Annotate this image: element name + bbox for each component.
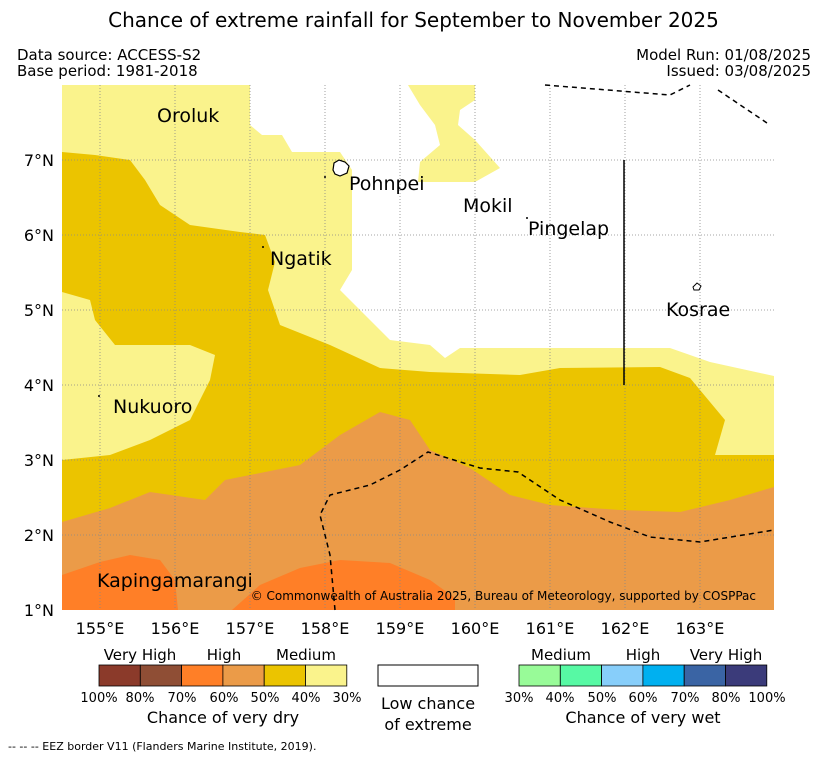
lat-tick: 2°N (24, 526, 54, 545)
lon-tick: 156°E (151, 619, 200, 638)
lon-tick: 155°E (76, 619, 125, 638)
label-mokil: Mokil (463, 195, 513, 217)
legend-wet-title: Chance of very wet (565, 708, 720, 727)
legend-dry: Very High High Medium 100% 80% 70% 60% 5… (80, 646, 361, 727)
longitude-ticks: 155°E 156°E 157°E 158°E 159°E 160°E 161°… (76, 619, 725, 638)
legend-low: Low chance of extreme (377, 664, 479, 734)
legend-dry-pct: 50% (251, 691, 280, 706)
legend-wet-swatch (683, 664, 726, 687)
lon-tick: 162°E (601, 619, 650, 638)
label-pingelap: Pingelap (528, 218, 609, 240)
label-oroluk: Oroluk (157, 105, 219, 127)
data-source: Data source: ACCESS-S2 (17, 46, 202, 64)
kosrae-island (692, 282, 702, 291)
legend-dry-percents: 100% 80% 70% 60% 50% 40% 30% (80, 691, 361, 706)
legend-dry-medium: Medium (276, 646, 336, 664)
legend-wet-high: High (626, 646, 660, 664)
legend-wet-pct: 80% (712, 691, 741, 706)
label-kapingamarangi: Kapingamarangi (97, 570, 253, 592)
lat-tick: 7°N (24, 151, 54, 170)
lon-tick: 157°E (226, 619, 275, 638)
lat-tick: 4°N (24, 376, 54, 395)
eez-note: -- -- -- EEZ border V11 (Flanders Marine… (8, 740, 317, 753)
legend-dry-swatches (98, 664, 348, 687)
legend-dry-pct: 80% (126, 691, 155, 706)
legend-dry-swatch (263, 664, 306, 687)
legend-low-swatch (377, 664, 479, 687)
legend-dry-swatch (98, 664, 141, 687)
label-pohnpei: Pohnpei (349, 173, 425, 195)
graticule (62, 85, 774, 610)
island-marker (324, 176, 326, 178)
legend-dry-pct: 40% (292, 691, 321, 706)
legend-wet-pct: 100% (748, 691, 785, 706)
source-info: Data source: ACCESS-S2 Base period: 1981… (17, 47, 201, 79)
low-chance-region (230, 85, 774, 376)
legend-wet-swatch (601, 664, 644, 687)
legend-wet: Medium High Very High 30% 40% 50% 60% 70… (505, 646, 786, 727)
legend-low-title-1: Low chance (381, 694, 475, 713)
label-ngatik: Ngatik (270, 248, 332, 270)
legend-dry-swatch (222, 664, 265, 687)
lon-tick: 163°E (676, 619, 725, 638)
lat-tick: 6°N (24, 226, 54, 245)
legend-wet-swatch (642, 664, 685, 687)
legend-dry-swatch (305, 664, 348, 687)
model-run: Model Run: 01/08/2025 (636, 46, 811, 64)
lon-tick: 161°E (526, 619, 575, 638)
probability-fill (62, 85, 774, 610)
legend-dry-pct: 70% (168, 691, 197, 706)
mokil-yellow-patch (408, 85, 500, 182)
high-dry-50-60 (62, 412, 774, 610)
map-title: Chance of extreme rainfall for September… (108, 8, 719, 32)
legend-wet-swatch (518, 664, 561, 687)
eez-border (319, 84, 775, 611)
legend-wet-pct: 30% (505, 691, 534, 706)
legend-dry-pct: 60% (210, 691, 239, 706)
latitude-ticks: 7°N 6°N 5°N 4°N 3°N 2°N 1°N (24, 151, 54, 620)
run-info: Model Run: 01/08/2025 Issued: 03/08/2025 (636, 47, 811, 79)
ngatik-marker (262, 246, 264, 248)
label-nukuoro: Nukuoro (113, 396, 192, 418)
legend-wet-swatches (518, 664, 768, 687)
legend-wet-veryhigh: Very High (690, 646, 763, 664)
lat-tick: 5°N (24, 301, 54, 320)
legend-wet-medium: Medium (531, 646, 591, 664)
copyright-notice: © Commonwealth of Australia 2025, Bureau… (251, 589, 756, 603)
legend-wet-pct: 40% (546, 691, 575, 706)
lat-tick: 1°N (24, 601, 54, 620)
high-dry-60-70-west (62, 555, 178, 610)
pohnpei-island (332, 159, 350, 177)
legend-dry-pct: 30% (333, 691, 362, 706)
nukuoro-marker (98, 395, 100, 397)
legend-dry-swatch (181, 664, 224, 687)
issued-date: Issued: 03/08/2025 (666, 62, 811, 80)
lon-tick: 159°E (376, 619, 425, 638)
legend-wet-swatch (725, 664, 768, 687)
lat-tick: 3°N (24, 451, 54, 470)
legend-wet-pct: 50% (588, 691, 617, 706)
legend-dry-swatch (139, 664, 183, 687)
lon-tick: 158°E (301, 619, 350, 638)
legend-wet-pct: 60% (629, 691, 658, 706)
legend-wet-pct: 70% (671, 691, 700, 706)
legend-dry-title: Chance of very dry (147, 708, 299, 727)
legend-wet-swatch (559, 664, 602, 687)
legend-dry-veryhigh: Very High (104, 646, 177, 664)
base-period: Base period: 1981-2018 (17, 62, 198, 80)
label-kosrae: Kosrae (666, 299, 730, 321)
legend-dry-pct: 100% (80, 691, 117, 706)
legend-dry-high: High (207, 646, 241, 664)
high-dry-60-70-south (232, 560, 455, 610)
lon-tick: 160°E (451, 619, 500, 638)
legend-low-title-2: of extreme (384, 715, 471, 734)
pingelap-marker (526, 217, 528, 219)
legend-wet-percents: 30% 40% 50% 60% 70% 80% 100% (505, 691, 786, 706)
